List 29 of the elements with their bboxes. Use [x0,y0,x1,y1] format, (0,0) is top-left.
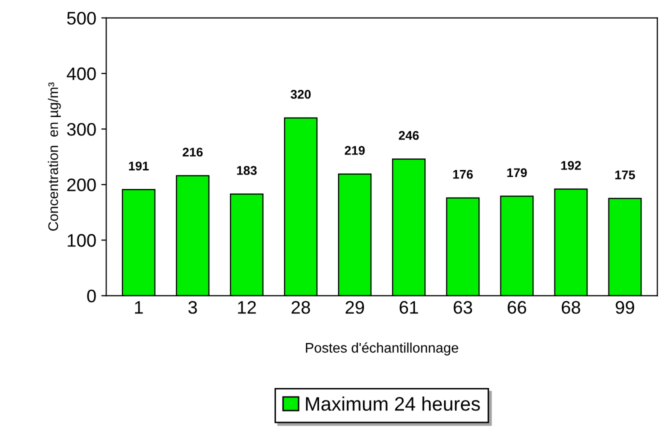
x-tick-label: 61 [400,301,418,314]
y-tick-label: 100 [68,234,96,247]
x-tick-label: 1 [135,301,143,314]
data-label: 183 [237,166,257,175]
data-label: 216 [182,148,203,157]
y-axis-title: Concentration en µg/m³ [48,82,61,231]
x-tick-label: 63 [454,301,472,314]
x-tick-label: 66 [508,301,526,314]
data-label: 175 [615,170,636,180]
y-tick-label: 500 [67,12,96,25]
x-tick-label: 3 [188,301,197,314]
data-label: 246 [398,131,419,140]
legend-label: Maximum 24 heures [306,396,480,411]
data-label: 191 [129,162,149,170]
data-label: 219 [344,146,365,155]
y-tick-label: 300 [67,122,96,136]
x-tick-label: 28 [292,301,310,314]
data-label: 320 [290,90,311,99]
x-tick-label: 99 [616,301,634,314]
data-label: 176 [453,170,473,179]
y-tick-label: 0 [87,290,96,302]
y-tick-label: 400 [66,67,96,80]
x-tick-label: 68 [562,301,580,314]
x-tick-label: 29 [346,301,364,314]
data-label: 192 [561,161,581,170]
x-tick-label: 12 [238,301,256,314]
x-axis-title: Postes d'échantillonnage [306,342,458,356]
y-tick-label: 200 [67,178,96,192]
data-label: 179 [507,168,527,178]
